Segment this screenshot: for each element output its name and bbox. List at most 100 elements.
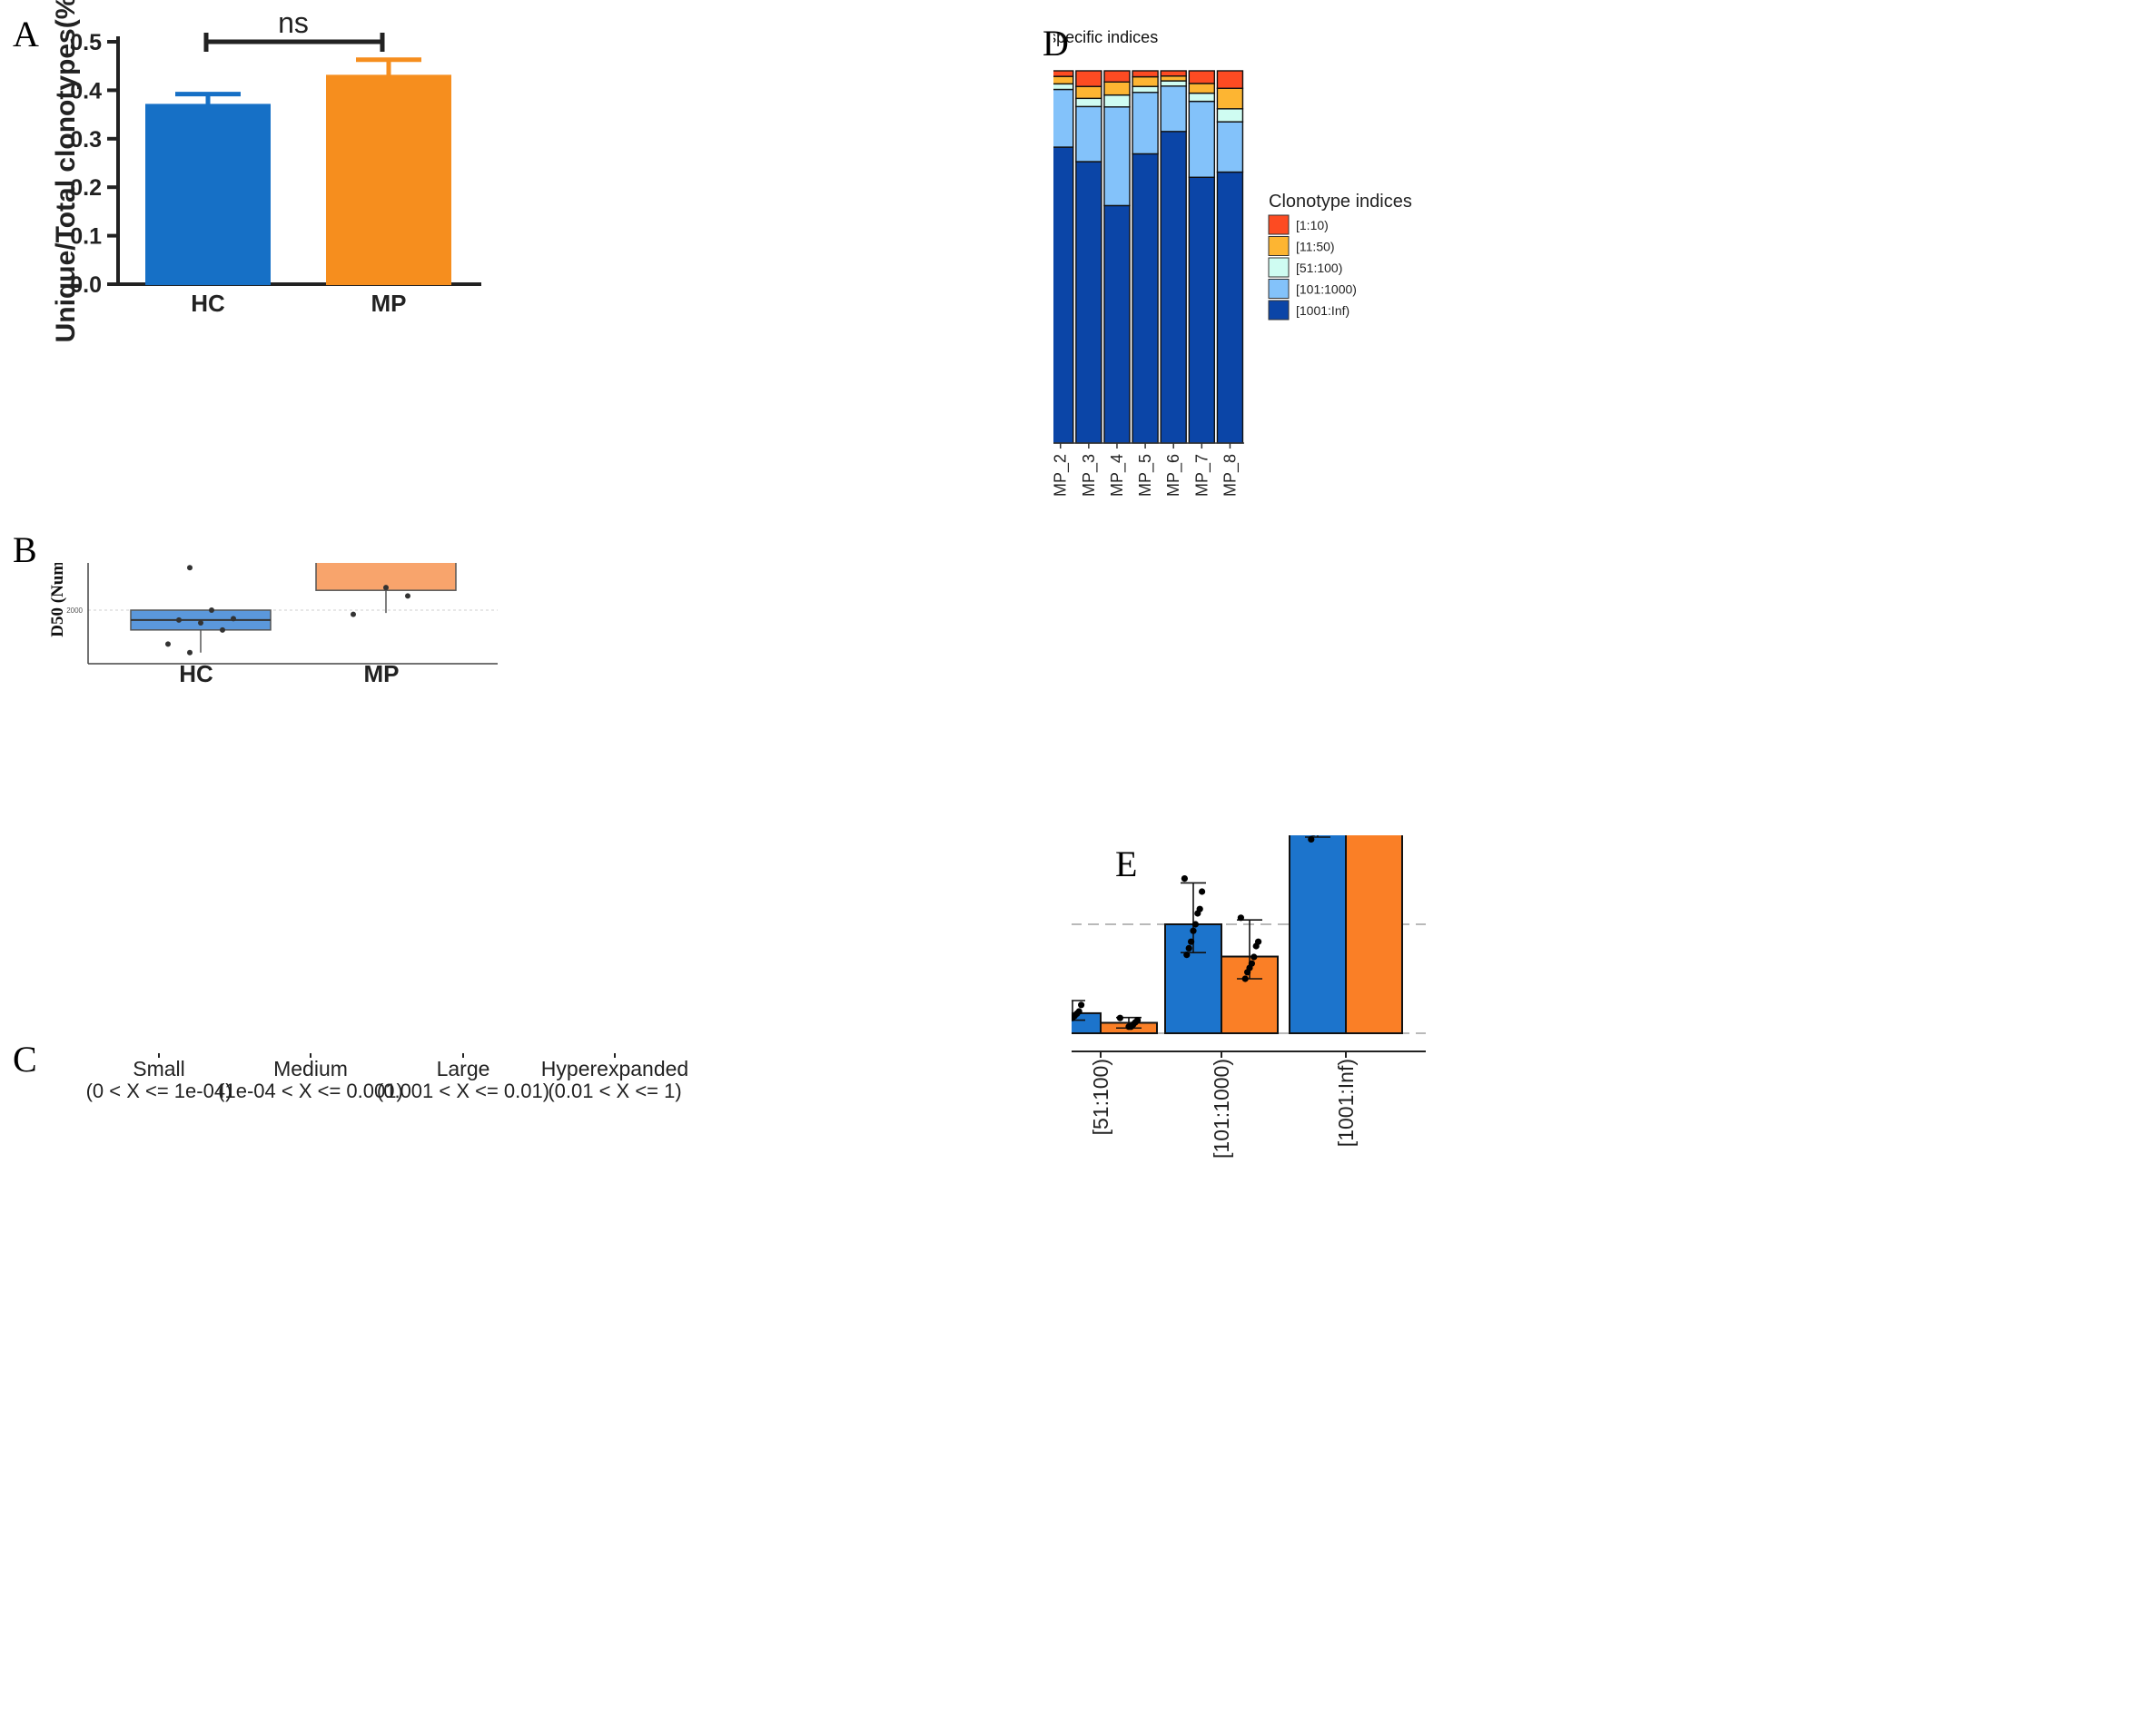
data-point: [198, 620, 203, 626]
y-axis-title: Unique/Total clonotypes(%): [51, 0, 81, 342]
x-tick-label: MP_8: [1221, 454, 1240, 497]
x-tick-label: HC: [191, 290, 225, 317]
data-point: [1078, 1001, 1085, 1009]
bar-segment: [1103, 81, 1131, 96]
bar-segment: [1188, 92, 1216, 103]
data-point: [1191, 921, 1199, 928]
data-point: [383, 585, 389, 591]
bar-segment: [1075, 97, 1102, 108]
bar-segment: [1053, 88, 1074, 148]
bar-segment: [1216, 121, 1244, 173]
x-tick-label: Small: [133, 1057, 185, 1080]
chart-e: 0%25%50%75%0.0110.00130.00130.0110.00082…: [1072, 835, 1426, 1159]
bar-segment: [1053, 83, 1074, 91]
bar-segment: [1160, 85, 1187, 133]
data-point: [1188, 938, 1195, 945]
bar-segment: [1132, 70, 1159, 78]
legend-label: [51:100): [1296, 261, 1342, 275]
legend-label: [101:1000): [1296, 282, 1357, 297]
x-tick-label: MP: [371, 290, 407, 317]
panel-label-a: A: [13, 14, 39, 54]
bar-segment: [1075, 85, 1102, 100]
data-point: [209, 607, 214, 613]
data-point: [165, 641, 171, 647]
legend-label: [11:50): [1296, 240, 1335, 254]
legend-label: [1:10): [1296, 218, 1329, 232]
bar-segment: [1160, 80, 1187, 87]
significance-label: ns: [278, 6, 309, 39]
chart-subtitle: Summary proportion of clonotypes with sp…: [1053, 28, 1158, 46]
bar-segment: [1188, 100, 1216, 178]
data-point: [1252, 942, 1260, 950]
x-tick-range: (1e-04 < X <= 0.001): [218, 1080, 403, 1102]
y-tick-label: 2000: [66, 607, 83, 615]
bar-segment: [1075, 70, 1102, 87]
bar-segment: [1160, 131, 1187, 444]
data-point: [351, 611, 356, 617]
panel-label-b: B: [13, 529, 37, 570]
data-point: [231, 616, 236, 622]
x-tick-label: [51:100): [1089, 1059, 1112, 1135]
x-tick-label: Medium: [273, 1057, 348, 1080]
panel-label-c: C: [13, 1039, 37, 1080]
data-point: [187, 565, 193, 571]
bar-mp: [326, 74, 451, 285]
bar-segment: [1103, 106, 1131, 207]
chart-d: Top clonal proportionSummary proportion …: [1053, 28, 1412, 497]
bar-segment: [1132, 85, 1159, 94]
bar-segment: [1132, 92, 1159, 155]
x-tick-label: MP_2: [1053, 454, 1071, 497]
legend-swatch: [1268, 236, 1290, 256]
legend-swatch: [1268, 257, 1290, 278]
bar-segment: [1103, 94, 1131, 108]
bar-segment: [1103, 204, 1131, 444]
chart-e-group: 0%25%50%75%0.0110.00130.00130.0110.00082…: [1072, 835, 1426, 1159]
bar-segment: [1160, 75, 1187, 82]
bar-segment: [1053, 75, 1074, 85]
data-point: [1185, 944, 1192, 952]
y-tick-label: 0.1: [70, 224, 102, 250]
bar-segment: [1216, 87, 1244, 110]
bar-segment: [1216, 108, 1244, 123]
bar-segment: [1132, 75, 1159, 87]
x-tick-range: (0 < X <= 1e-04): [86, 1080, 232, 1102]
data-point: [1244, 969, 1251, 976]
x-tick-label: MP_6: [1164, 454, 1183, 497]
y-tick-label: 0.3: [70, 127, 102, 153]
data-point: [1310, 835, 1316, 836]
x-tick-label: MP: [364, 660, 400, 687]
bar-segment: [1216, 70, 1244, 89]
y-tick-label: 0.4: [70, 78, 102, 104]
data-point: [1199, 888, 1206, 895]
legend-swatch: [1268, 214, 1290, 235]
bar-segment: [1103, 70, 1131, 84]
data-point: [187, 649, 193, 656]
legend-swatch: [1268, 300, 1290, 321]
legend-swatch: [1268, 279, 1290, 299]
data-point: [220, 626, 225, 633]
x-tick-label: [101:1000): [1210, 1059, 1233, 1159]
bar-hc: [145, 104, 271, 285]
data-point: [1308, 835, 1315, 843]
data-point: [1181, 875, 1188, 883]
y-axis-title: D50 (Number of Clonotypes): [48, 563, 67, 637]
bar-segment: [1216, 171, 1244, 444]
x-tick-label: MP_4: [1108, 454, 1127, 497]
data-point: [1183, 952, 1191, 959]
bar-segment: [1188, 83, 1216, 94]
legend-label: [1001:Inf): [1296, 303, 1349, 318]
bar-segment: [1188, 176, 1216, 444]
legend-title: Clonotype indices: [1269, 192, 1412, 212]
data-point: [1241, 975, 1249, 982]
data-point: [1190, 927, 1197, 934]
chart-c: 0%25%50%75%0.0930.670.00390.017Small(0 <…: [86, 1053, 688, 1102]
x-tick-label: Large: [437, 1057, 490, 1080]
bar-segment: [1132, 153, 1159, 444]
x-tick-label: [1001:Inf): [1334, 1059, 1358, 1147]
x-tick-label: MP_7: [1192, 454, 1211, 497]
data-point: [176, 616, 182, 623]
data-point: [1125, 1023, 1132, 1031]
x-tick-range: (0.001 < X <= 0.01): [377, 1080, 549, 1102]
data-point: [1237, 914, 1244, 922]
chart-a: 0.0 0.1 0.2 0.3 0.4 0.5 HC MP ns Unique/Total clo…: [51, 0, 481, 342]
